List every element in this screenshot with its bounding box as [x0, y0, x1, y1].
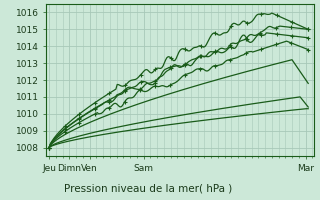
X-axis label: Pression niveau de la mer( hPa ): Pression niveau de la mer( hPa )	[64, 183, 232, 193]
